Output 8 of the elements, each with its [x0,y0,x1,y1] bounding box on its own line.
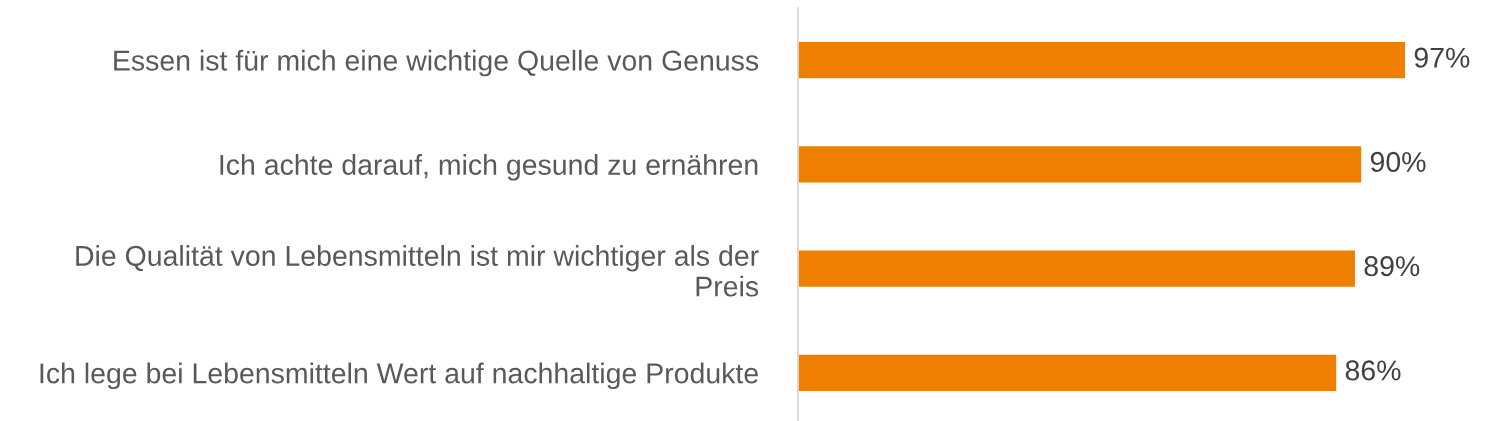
data-label: 89% [1364,256,1420,277]
data-label: 86% [1345,360,1401,381]
y-tick-label: Ich achte darauf, mich gesund zu ernähren [220,154,758,181]
data-label: 97% [1414,47,1470,68]
y-tick-label: Ich lege bei Lebensmitteln Wert auf nachhaltige Produkte [40,362,758,390]
data-label: 90% [1370,151,1426,173]
y-tick-label: Essen ist für mich eine wichtige Quelle von Genuss [114,49,759,77]
y-tick-label: Die Qualität von Lebensmitteln ist mir wichtiger als der Preis [76,245,759,297]
